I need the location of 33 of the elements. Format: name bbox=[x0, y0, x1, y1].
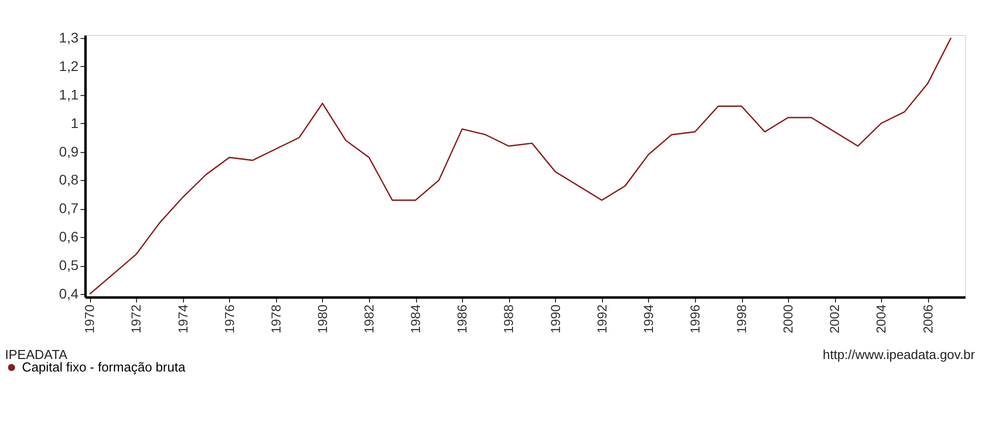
y-tick-label: 0,6 bbox=[59, 228, 79, 245]
x-tick-label: 1982 bbox=[362, 304, 377, 334]
y-tick-label: 1,1 bbox=[59, 86, 79, 102]
y-tick-label: 1 bbox=[70, 114, 79, 131]
x-tick-label: 1978 bbox=[268, 304, 284, 334]
x-tick-label: 1980 bbox=[314, 304, 330, 334]
y-tick-label: 1,3 bbox=[59, 29, 79, 46]
y-tick-label: 0,4 bbox=[59, 286, 79, 302]
x-tick-label: 1992 bbox=[594, 304, 610, 334]
line-series bbox=[89, 37, 952, 295]
y-tick-label: 0,5 bbox=[59, 257, 79, 274]
text: IPEADATA bbox=[5, 347, 68, 362]
y-tick-label: 0,8 bbox=[59, 172, 79, 188]
x-tick-label: 2006 bbox=[920, 304, 936, 334]
x-tick-label: 1970 bbox=[82, 304, 98, 334]
x-tick-label: 1998 bbox=[734, 304, 750, 334]
x-tick-label: 1974 bbox=[175, 304, 190, 334]
x-tick-label: 2000 bbox=[780, 304, 796, 334]
y-tick-label: 0,7 bbox=[59, 200, 79, 216]
text: http://www.ipeadata.gov.br bbox=[822, 347, 976, 362]
y-tick-label: 0,9 bbox=[59, 143, 79, 160]
x-tick-label: 1976 bbox=[222, 304, 237, 334]
x-tick-label: 2002 bbox=[827, 304, 842, 334]
x-tick-label: 1972 bbox=[128, 304, 144, 334]
x-tick-label: 1996 bbox=[687, 304, 702, 334]
x-tick-label: 1990 bbox=[548, 304, 563, 334]
legend-label: Capital fixo - formação bruta bbox=[22, 360, 186, 374]
x-tick-label: 2004 bbox=[874, 304, 889, 334]
y-tick-label: 1,2 bbox=[59, 58, 79, 74]
x-tick-label: 1988 bbox=[501, 304, 516, 334]
x-tick-label: 1986 bbox=[454, 304, 470, 334]
x-tick-label: 1994 bbox=[640, 304, 656, 334]
x-tick-label: 1984 bbox=[408, 304, 424, 334]
